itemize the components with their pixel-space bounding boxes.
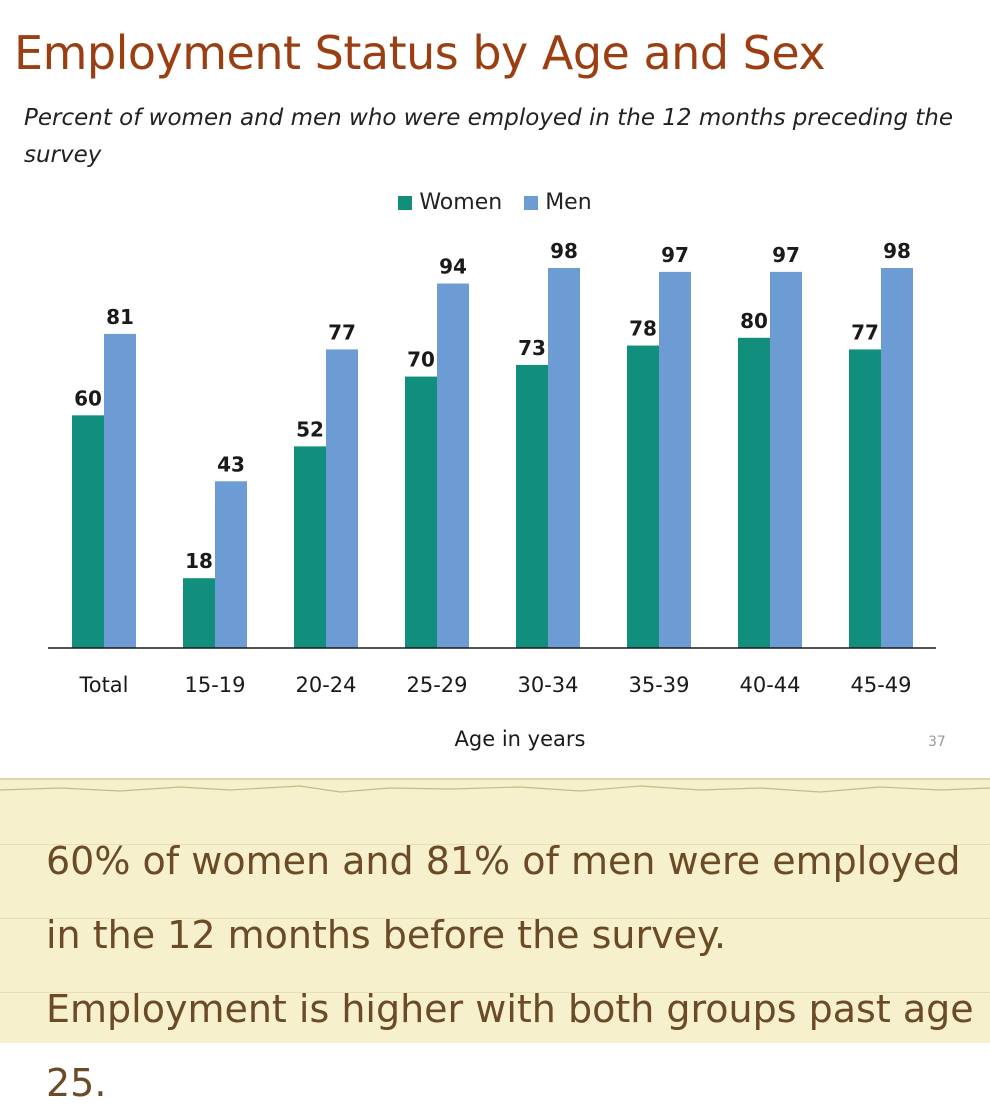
caption-panel: 60% of women and 81% of men were employe… (0, 778, 990, 1105)
data-label-men-20-24: 77 (328, 320, 356, 344)
paper-line (0, 844, 990, 845)
chart-legend: Women Men (0, 190, 990, 215)
bar-women-45-49 (849, 349, 881, 648)
bar-men-25-29 (437, 283, 469, 648)
torn-paper-edge (0, 785, 990, 793)
bar-women-Total (72, 415, 104, 648)
bar-men-40-44 (770, 271, 802, 648)
x-tick-label: 45-49 (850, 673, 911, 697)
legend-label-women: Women (419, 190, 503, 215)
bar-men-45-49 (881, 268, 913, 648)
legend-item-men: Men (524, 190, 592, 215)
data-label-women-25-29: 70 (407, 348, 435, 372)
bar-women-15-19 (183, 578, 215, 648)
data-label-men-35-39: 97 (661, 243, 689, 267)
x-tick-label: Total (78, 673, 128, 697)
legend-swatch-men (524, 195, 539, 210)
x-tick-label: 25-29 (406, 673, 467, 697)
x-tick-label: 20-24 (295, 673, 356, 697)
data-label-women-35-39: 78 (629, 317, 657, 341)
legend-label-men: Men (545, 190, 592, 215)
paper-line (0, 918, 990, 919)
data-label-women-30-34: 73 (518, 336, 546, 360)
bar-women-30-34 (516, 364, 548, 648)
bar-women-35-39 (627, 345, 659, 648)
data-label-men-45-49: 98 (883, 239, 911, 263)
x-tick-label: 40-44 (739, 673, 800, 697)
paper-line (0, 992, 990, 993)
bar-men-30-34 (548, 268, 580, 648)
bar-men-35-39 (659, 271, 691, 648)
data-label-men-30-34: 98 (550, 239, 578, 263)
chart-title: Employment Status by Age and Sex (14, 26, 826, 80)
legend-swatch-women (398, 195, 413, 210)
data-label-women-Total: 60 (74, 386, 102, 410)
x-tick-label: 35-39 (628, 673, 689, 697)
bar-men-20-24 (326, 349, 358, 648)
data-label-men-40-44: 97 (772, 243, 800, 267)
bar-chart: 60 81 Total 18 43 15-19 52 77 20-24 70 94 25-29 73 98… (48, 239, 936, 751)
x-axis-title: Age in years (455, 727, 586, 751)
chart-subtitle: Percent of women and men who were employ… (24, 105, 954, 168)
bar-women-25-29 (405, 376, 437, 648)
data-label-women-45-49: 77 (851, 320, 879, 344)
bar-men-15-19 (215, 481, 247, 648)
chart-slide: Employment Status by Age and Sex Percent… (0, 26, 990, 751)
legend-item-women: Women (398, 190, 502, 215)
data-label-women-40-44: 80 (740, 309, 768, 333)
bar-women-40-44 (738, 337, 770, 648)
caption-text: 60% of women and 81% of men were employe… (46, 839, 974, 1105)
data-label-women-15-19: 18 (185, 549, 213, 573)
data-label-men-25-29: 94 (439, 255, 467, 279)
data-label-men-15-19: 43 (217, 452, 245, 476)
bar-men-Total (104, 333, 136, 648)
x-tick-label: 30-34 (517, 673, 578, 697)
page-number: 37 (928, 734, 946, 750)
bar-women-20-24 (294, 446, 326, 648)
data-label-women-20-24: 52 (296, 417, 324, 441)
x-tick-label: 15-19 (184, 673, 245, 697)
data-label-men-Total: 81 (106, 305, 134, 329)
